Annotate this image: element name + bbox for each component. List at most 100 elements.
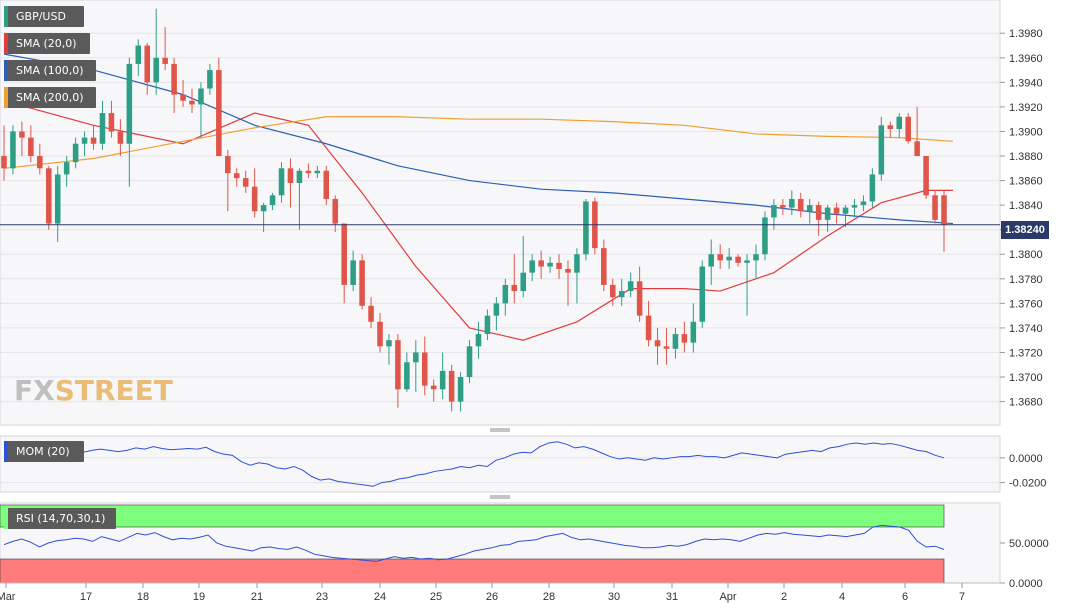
candle-body [296,170,303,184]
candle-body [180,94,186,101]
candle [126,57,133,187]
candle-body [28,137,34,157]
candle-body [636,281,643,316]
candle [54,165,61,242]
x-axis: Mar 17 18 19 21 23 24 25 26 28 30 31 Apr 2 4 6 7 [0,582,1000,603]
legend-rsi-swatch [4,508,8,529]
x-tick-label: 30 [608,591,620,603]
candle-body [260,205,267,212]
candle-body [135,45,142,64]
candle-body [511,284,518,292]
rsi-y-axis: 50.0000 0.0000 [1000,538,1049,590]
legend-sma100[interactable]: SMA (100,0) [4,60,96,81]
panel-resize-handle[interactable] [490,428,510,432]
candle [565,260,571,306]
candle [377,313,383,353]
candle-body [421,352,428,386]
legend-sma100-swatch [4,60,8,81]
candle-body [54,174,61,224]
x-tick-label: 23 [316,591,328,603]
candle-body [457,377,464,402]
candle [493,297,500,331]
x-tick-label: 4 [839,591,845,603]
candle [37,143,43,175]
candle-body [323,170,330,199]
price-tick-label: 1.3940 [1009,77,1043,89]
legend-rsi-label: RSI (14,70,30,1) [16,512,106,525]
candle-body [484,315,491,335]
legend-pair[interactable]: GBP/USD [4,6,84,27]
candle [180,79,186,107]
price-tick-label: 1.3980 [1009,28,1043,40]
candle-body [63,162,70,175]
candle [806,198,813,224]
candle-body [332,198,339,224]
candle-body [717,254,723,261]
price-grid [0,32,1000,403]
candle-body [350,260,356,285]
candle-body [126,63,133,144]
candle [717,244,723,269]
legend-mom-swatch [4,441,8,462]
candle [153,8,159,95]
legend-mom-label: MOM (20) [16,445,70,458]
candle-body [681,334,688,343]
candle [905,113,911,144]
candle-body [815,205,822,220]
candle-body [198,88,204,105]
candle-body [663,346,670,349]
x-tick-label: Mar [0,591,16,603]
candle [198,82,204,138]
x-tick-label: 26 [486,591,498,603]
x-tick-label: Apr [719,591,736,603]
candle [144,43,151,95]
candle-body [833,207,840,214]
candle-body [368,305,374,322]
candle-body [574,254,580,273]
candle-body [305,170,312,174]
rsi-oversold-zone [0,558,945,584]
legend-mom[interactable]: MOM (20) [4,441,84,462]
price-y-axis: 1.3680 1.3700 1.3720 1.3740 1.3760 1.3780 1.38… [1000,28,1043,409]
candle-body [45,168,52,224]
candle [260,202,267,233]
candle [574,248,580,304]
candle-body [860,201,867,206]
candle [538,250,544,279]
legend-sma20[interactable]: SMA (20,0) [4,33,90,54]
candle-body [475,334,482,347]
legend-sma200-label: SMA (200,0) [16,91,84,104]
candle-body [233,173,240,179]
candle-body [404,362,410,390]
candle-body [789,198,795,208]
x-tick-label: 17 [80,591,92,603]
candle [932,190,938,224]
candle-body [842,207,849,214]
candle-body [609,284,616,298]
candle-body [654,340,661,347]
candle [672,327,679,359]
panel-resize-handle-2[interactable] [490,495,510,499]
candle [430,379,437,402]
x-tick-label: 28 [543,591,555,603]
candle [395,334,401,408]
candle [780,198,786,215]
momentum-tick-label: -0.0200 [1009,478,1046,490]
candle [529,254,535,282]
candle [815,201,822,236]
momentum-y-axis: 0.0000 -0.0200 [1000,453,1046,490]
legend-rsi[interactable]: RSI (14,70,30,1) [4,508,116,529]
candle [753,244,759,279]
candle [225,149,231,212]
candle-body [466,346,473,378]
candle [609,278,616,306]
legend-sma200[interactable]: SMA (200,0) [4,87,96,108]
candle-body [735,256,741,263]
candle [636,266,643,322]
candle-body [413,352,419,363]
candle [618,278,625,306]
candle [923,156,929,199]
x-tick-label: 24 [374,591,386,603]
x-tick-label: 25 [430,591,442,603]
legend-sma100-label: SMA (100,0) [16,64,84,77]
